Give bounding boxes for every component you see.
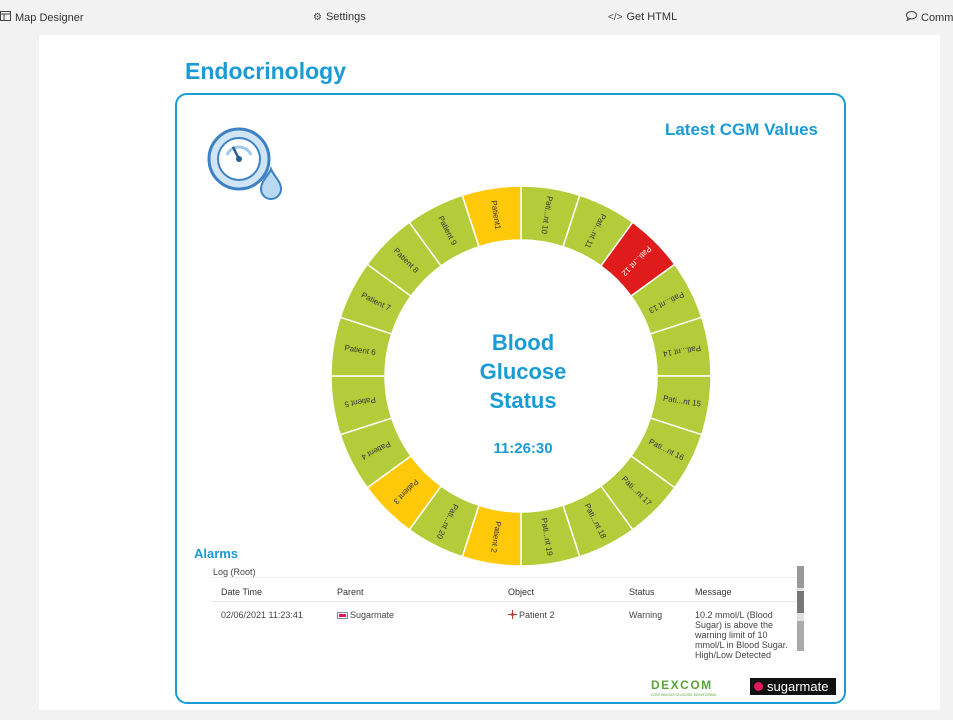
top-toolbar: Map Designer ⚙ Settings </> Get HTML Com… <box>0 0 953 34</box>
column-header-parent[interactable]: Parent <box>327 580 498 602</box>
column-header-object[interactable]: Object <box>498 580 619 602</box>
cgm-panel: Latest CGM Values Pati...nt 10 Pati...nt … <box>175 93 846 704</box>
gear-icon: ⚙ <box>313 11 322 23</box>
sugarmate-logo-text: sugarmate <box>767 679 829 694</box>
comments-label: Comm <box>921 11 953 24</box>
dexcom-logo: DEXCOM CONTINUOUS GLUCOSE MONITORING <box>651 678 723 703</box>
panel-title: Latest CGM Values <box>664 120 818 139</box>
settings-tab[interactable]: ⚙ Settings <box>313 11 366 23</box>
center-line-1: Blood <box>491 330 555 355</box>
log-root-label: Log (Root) <box>213 567 256 577</box>
map-designer-tab[interactable]: Map Designer <box>0 11 83 24</box>
alarms-title: Alarms <box>194 546 239 561</box>
alarm-table: Date Time Parent Object Status Message 0… <box>211 580 797 660</box>
cell-parent: Sugarmate <box>327 602 498 661</box>
scroll-up-area[interactable] <box>797 566 804 588</box>
scroll-thumb[interactable] <box>797 591 804 613</box>
scroll-down-area[interactable] <box>797 621 804 651</box>
svg-text:DEXCOM: DEXCOM <box>651 678 713 692</box>
cell-object: Patient 2 <box>498 602 619 661</box>
device-icon <box>337 611 348 621</box>
table-scrollbar[interactable] <box>797 566 804 651</box>
cell-message: 10.2 mmol/L (Blood Sugar) is above the w… <box>695 610 788 660</box>
cell-status: Warning <box>629 610 663 620</box>
page-title: Endocrinology <box>185 58 346 84</box>
get-html-tab[interactable]: </> Get HTML <box>608 11 677 23</box>
settings-label: Settings <box>325 11 366 23</box>
current-time: 11:26:30 <box>493 440 553 457</box>
center-line-3: Status <box>489 388 557 413</box>
sugarmate-dot-icon <box>754 682 763 691</box>
code-icon: </> <box>608 11 623 23</box>
divider <box>211 577 797 578</box>
column-header-status[interactable]: Status <box>619 580 685 602</box>
object-name: Patient 2 <box>519 610 555 620</box>
svg-text:CONTINUOUS GLUCOSE MONITORING: CONTINUOUS GLUCOSE MONITORING <box>651 693 717 697</box>
map-icon <box>0 11 11 24</box>
parent-name: Sugarmate <box>350 610 395 620</box>
get-html-label: Get HTML <box>626 11 678 23</box>
table-header-row: Date Time Parent Object Status Message <box>211 580 797 602</box>
glucose-gauge-icon <box>207 127 287 212</box>
column-header-datetime[interactable]: Date Time <box>211 580 327 602</box>
ring-segment-20[interactable] <box>461 185 522 248</box>
comment-icon <box>906 10 917 24</box>
center-line-2: Glucose <box>479 359 567 384</box>
map-designer-label: Map Designer <box>15 11 84 24</box>
comments-tab[interactable]: Comm <box>906 10 953 24</box>
patient-node-icon <box>508 610 517 621</box>
sugarmate-logo: sugarmate <box>750 678 836 695</box>
column-header-message[interactable]: Message <box>685 580 797 602</box>
ring-center-title: Blood Glucose Status <box>433 328 613 415</box>
cell-datetime: 02/06/2021 11:23:41 <box>221 610 303 620</box>
table-row[interactable]: 02/06/2021 11:23:41 Sugarmate Patient 2 … <box>211 602 797 661</box>
